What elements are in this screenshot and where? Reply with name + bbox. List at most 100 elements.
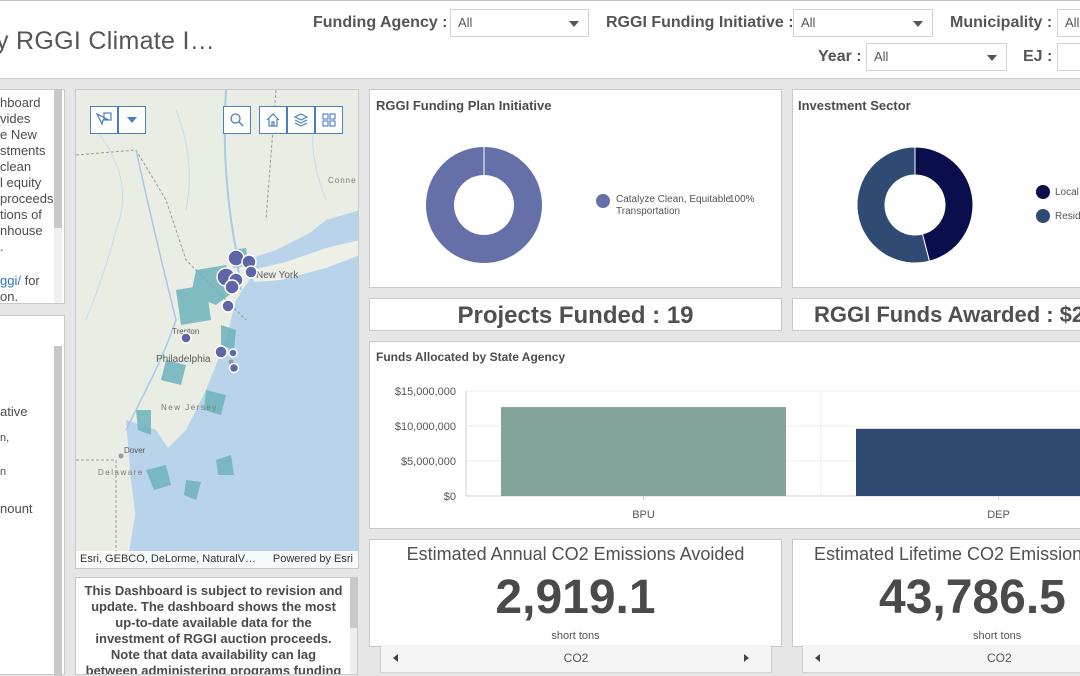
municipality-label: Municipality :: [950, 14, 1053, 31]
state-border: [76, 459, 117, 568]
legend-marker-local[interactable]: [1036, 185, 1050, 199]
funds-by-agency-panel: Funds Allocated by State Agency $0 $5,000…: [369, 341, 1080, 529]
home-icon: [266, 113, 280, 127]
intro-text-line: .: [0, 239, 4, 254]
ej-label: EJ :: [1023, 48, 1053, 65]
funding-agency-label: Funding Agency :: [313, 14, 448, 31]
search-icon: [230, 113, 244, 127]
legend-value-catalyze: 100%: [729, 194, 755, 205]
map-search-button[interactable]: [223, 106, 251, 134]
investment-sector-chart: [856, 146, 974, 264]
disclaimer-scrollbar-thumb[interactable]: [350, 578, 357, 628]
funding-plan-initiative-title: RGGI Funding Plan Initiative: [376, 98, 552, 113]
map-label-new-jersey: New Jersey: [161, 403, 218, 412]
intro-text-panel: hboard vides e New stments clean l equity proc…: [0, 89, 65, 304]
intro-scrollbar-thumb[interactable]: [54, 90, 62, 228]
basemap-gallery-button[interactable]: [315, 106, 343, 134]
slice-catalyze-clean[interactable]: [425, 147, 542, 263]
legend-marker-residential[interactable]: [1036, 209, 1050, 223]
funding-agency-select[interactable]: All: [450, 9, 589, 37]
intro-text-line: clean: [0, 159, 32, 174]
bar-bpu[interactable]: [501, 407, 786, 496]
select-dropdown-button[interactable]: [118, 106, 146, 134]
year-value: All: [874, 49, 889, 64]
legend-label-residential[interactable]: Reside: [1055, 211, 1080, 222]
funding-plan-initiative-chart: [425, 147, 542, 263]
powered-by-esri[interactable]: Powered by Esri: [272, 553, 353, 565]
chevron-right-icon[interactable]: [744, 654, 749, 662]
x-tick-label: DEP: [987, 509, 1010, 521]
project-point: [228, 348, 238, 358]
lifetime-co2-selector[interactable]: CO2: [802, 645, 1080, 673]
legend-line: ative: [0, 404, 28, 419]
rggi-link[interactable]: ggi/: [0, 273, 21, 288]
map-view[interactable]: New York Trenton Philadelphia New Jersey…: [75, 89, 359, 569]
y-tick-label: $15,000,000: [395, 386, 456, 398]
chevron-left-icon[interactable]: [393, 654, 398, 662]
lifetime-co2-selector-label: CO2: [987, 651, 1012, 665]
y-tick-label: $0: [444, 491, 456, 503]
long-island-sound: [246, 210, 358, 280]
intro-text-line: hboard: [0, 95, 41, 110]
select-tool-icon: [95, 112, 112, 126]
select-tool-button[interactable]: [90, 106, 118, 134]
investment-sector-title: Investment Sector: [798, 98, 911, 113]
lifetime-co2-unit: short tons: [973, 630, 1022, 642]
legend-label-catalyze[interactable]: Catalyze Clean, Equitable Transportation: [616, 194, 732, 217]
funds-by-agency-chart: $0 $5,000,000 $10,000,000 $15,000,000 BPU DEP: [395, 386, 1080, 521]
ocean: [126, 210, 358, 568]
legend-scrollbar[interactable]: [54, 346, 62, 676]
layers-button[interactable]: [287, 106, 315, 134]
intro-text-line: proceeds: [0, 191, 54, 206]
disclaimer-text: This Dashboard is subject to revision an…: [84, 583, 343, 675]
annual-co2-unit: short tons: [551, 630, 600, 642]
slice-local[interactable]: [914, 146, 974, 262]
river: [175, 109, 190, 211]
municipality-select[interactable]: All: [1057, 9, 1080, 37]
home-button[interactable]: [259, 106, 287, 134]
river: [85, 129, 124, 321]
ej-select[interactable]: [1057, 43, 1080, 71]
legend-marker-catalyze[interactable]: [596, 194, 610, 208]
long-island: [251, 240, 358, 282]
chevron-down-icon: [913, 21, 923, 27]
funds-by-agency-title: Funds Allocated by State Agency: [376, 350, 566, 364]
map-label-connecticut: Conne: [328, 176, 357, 185]
map-label-dover: Dover: [124, 446, 146, 455]
intro-text-line: tions of: [0, 207, 42, 222]
annual-co2-selector-label: CO2: [563, 651, 589, 665]
map-label-philadelphia: Philadelphia: [156, 354, 211, 365]
disclaimer-scrollbar[interactable]: [350, 578, 357, 674]
map-label-delaware: Delaware: [98, 468, 144, 477]
rggi-funding-initiative-value: All: [801, 15, 816, 30]
intro-link-line: ggi/ for: [0, 273, 40, 289]
slice-residential[interactable]: [856, 146, 931, 264]
project-point: [221, 299, 235, 313]
rggi-funding-initiative-select[interactable]: All: [793, 9, 933, 37]
annual-co2-selector[interactable]: CO2: [380, 645, 772, 673]
project-point: [228, 362, 240, 374]
legend-line: n,: [0, 432, 10, 444]
annual-co2-title: Estimated Annual CO2 Emissions Avoided: [406, 544, 745, 564]
project-point: [224, 279, 240, 295]
lifetime-co2-title: Estimated Lifetime CO2 Emissions Avoided: [814, 544, 1080, 564]
intro-last-line: on.: [0, 289, 19, 304]
projects-funded-kpi: Projects Funded : 19: [369, 298, 782, 331]
funds-awarded-kpi: RGGI Funds Awarded : $22: [792, 298, 1080, 331]
y-tick-label: $10,000,000: [395, 421, 456, 433]
intro-text-line: e New: [0, 127, 37, 142]
intro-scrollbar[interactable]: [54, 90, 62, 303]
chevron-left-icon[interactable]: [815, 654, 820, 662]
city-dot: [118, 453, 124, 459]
year-select[interactable]: All: [866, 43, 1007, 71]
project-point: [214, 345, 228, 359]
project-point: [244, 265, 258, 279]
intro-text-line: vides: [0, 111, 31, 126]
project-point: [180, 332, 192, 344]
chevron-down-icon: [569, 21, 579, 27]
attribution-text[interactable]: Esri, GEBCO, DeLorme, NaturalV…: [80, 553, 257, 565]
basemap-gallery-icon: [322, 113, 336, 127]
legend-scrollbar-thumb[interactable]: [54, 346, 62, 676]
bar-dep[interactable]: [856, 428, 1080, 496]
legend-label-local[interactable]: Local: [1055, 187, 1079, 198]
